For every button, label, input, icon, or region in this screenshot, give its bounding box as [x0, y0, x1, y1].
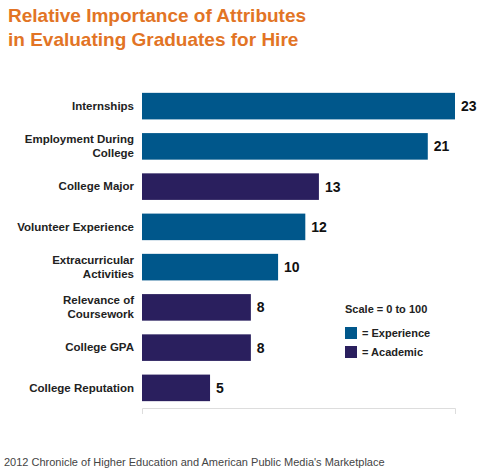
legend-label: = Academic — [362, 346, 423, 358]
category-label: College GPA — [65, 341, 134, 353]
bar — [142, 133, 428, 160]
category-label: College Reputation — [29, 382, 134, 394]
source: 2012 Chronicle of Higher Education and A… — [4, 456, 385, 468]
bar — [142, 214, 305, 241]
category-label: Relevance ofCoursework — [63, 294, 135, 320]
data-label: 8 — [257, 340, 265, 356]
y-tick: College Reputation — [29, 382, 142, 394]
category-label: Volunteer Experience — [17, 221, 134, 233]
y-tick: Relevance ofCoursework — [63, 294, 142, 320]
legend-swatch — [345, 346, 357, 358]
y-axis: Internships Employment DuringCollege Colle… — [17, 100, 142, 394]
x-axis-line — [143, 409, 456, 415]
data-label: 8 — [257, 299, 265, 315]
x-axis — [143, 409, 456, 415]
data-labels: 23 21 12 10 13 8 8 5 — [216, 98, 477, 396]
y-tick: ExtracurricularActivities — [52, 254, 142, 280]
plot: Internships Employment DuringCollege Colle… — [17, 93, 477, 414]
data-label: 10 — [284, 259, 300, 275]
legend: Scale = 0 to 100 = Experience = Academic — [345, 303, 430, 358]
category-label: ExtracurricularActivities — [52, 254, 134, 280]
chart: Relative Importance of Attributesin Eval… — [0, 0, 482, 475]
y-tick: College GPA — [65, 341, 142, 353]
bar — [142, 375, 210, 402]
data-label: 13 — [325, 179, 341, 195]
y-tick: College Major — [59, 180, 142, 192]
data-label: 21 — [434, 138, 450, 154]
bar — [142, 294, 251, 321]
y-tick: Internships — [72, 100, 142, 112]
legend-label: = Experience — [362, 327, 430, 339]
data-label: 5 — [216, 380, 224, 396]
bar — [142, 93, 455, 120]
annotation: Scale = 0 to 100 — [345, 303, 427, 315]
category-label: College Major — [59, 180, 135, 192]
data-label: 23 — [461, 98, 477, 114]
y-tick: Employment DuringCollege — [25, 133, 142, 159]
category-label: Internships — [72, 100, 134, 112]
bar — [142, 254, 278, 281]
y-tick: Volunteer Experience — [17, 221, 142, 233]
bar — [142, 334, 251, 361]
title: Relative Importance of Attributesin Eval… — [8, 5, 306, 50]
category-label: Employment DuringCollege — [25, 133, 134, 159]
bars — [142, 93, 455, 401]
data-label: 12 — [311, 219, 327, 235]
legend-swatch — [345, 327, 357, 339]
bar — [142, 173, 319, 200]
